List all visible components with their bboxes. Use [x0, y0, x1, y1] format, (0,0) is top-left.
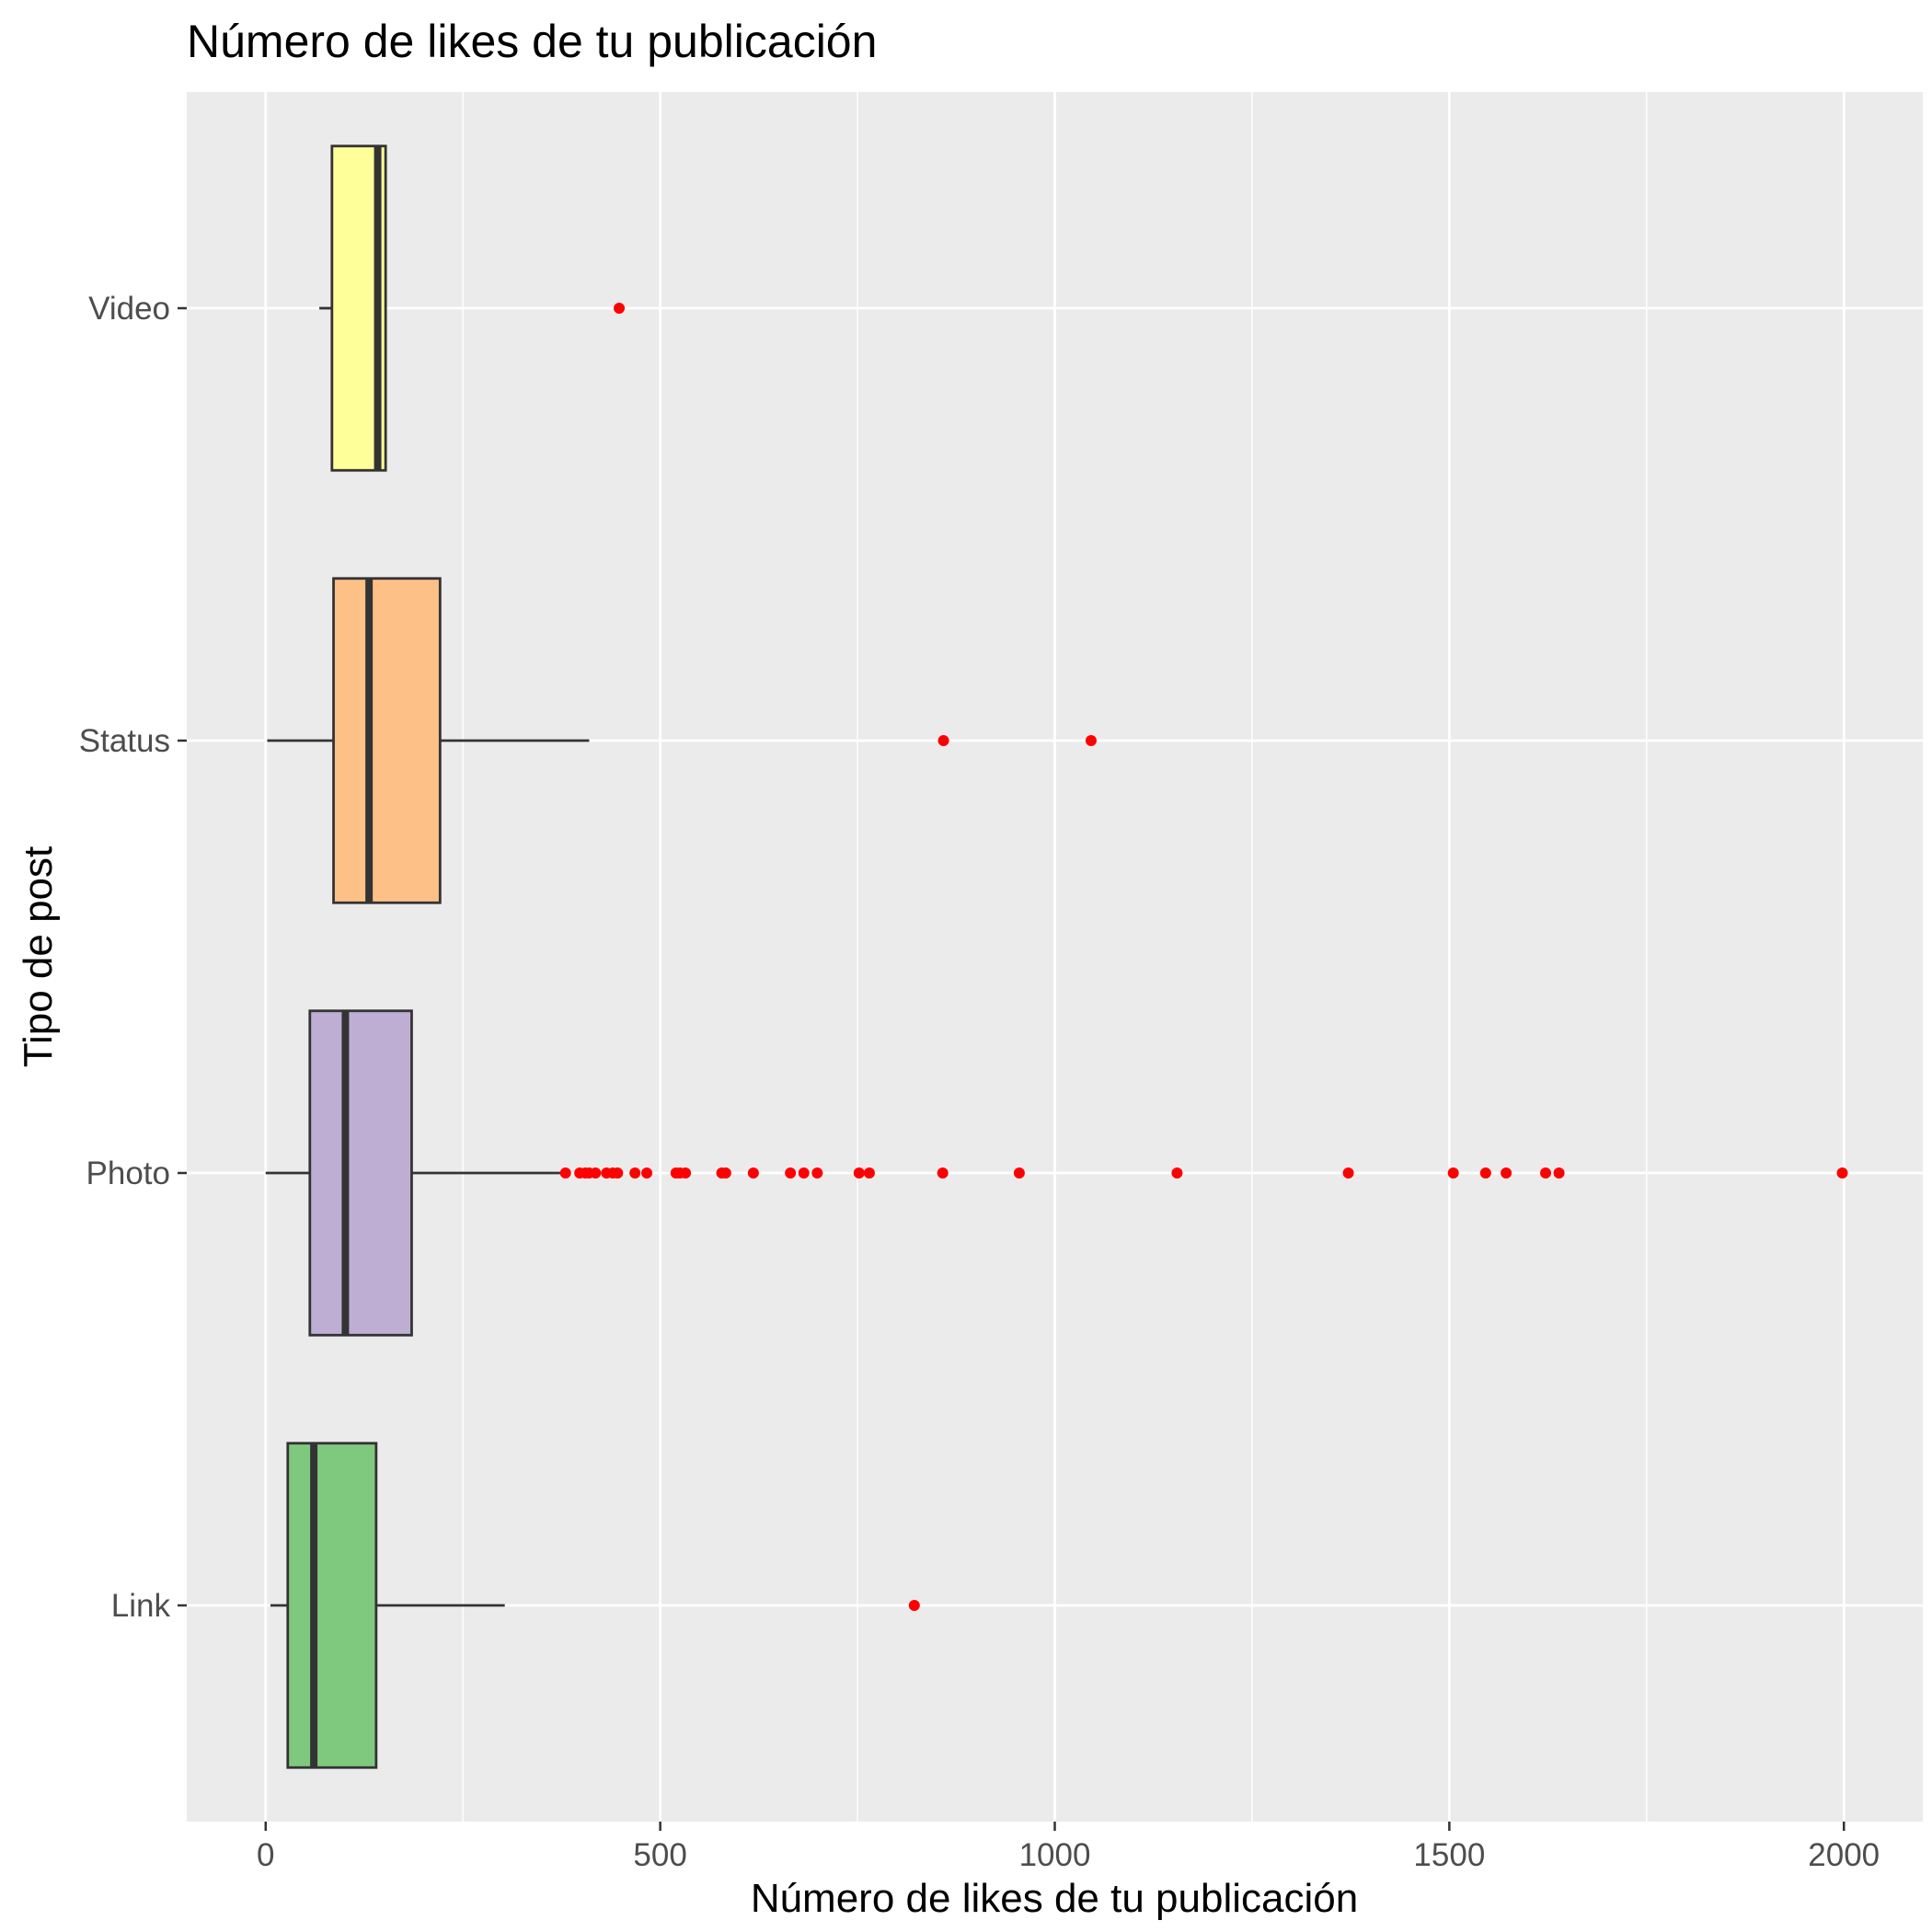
outlier-point — [1013, 1167, 1025, 1179]
x-tick-label: 2000 — [1808, 1837, 1880, 1873]
outlier-point — [719, 1167, 731, 1179]
chart-title: Número de likes de tu publicación — [187, 16, 877, 67]
box-status — [267, 577, 590, 904]
outlier-point — [629, 1167, 641, 1179]
outlier-point — [798, 1167, 810, 1179]
outlier-point — [612, 1167, 624, 1179]
outlier-point — [1501, 1167, 1512, 1179]
y-axis: Link Photo Status Video — [79, 291, 187, 1624]
outlier-point — [811, 1167, 823, 1179]
outlier-point — [1171, 1167, 1183, 1179]
outlier-point — [863, 1167, 875, 1179]
box-series — [265, 144, 590, 1769]
outlier-point — [1342, 1167, 1354, 1179]
outlier-point — [1479, 1167, 1491, 1179]
box-photo — [265, 1009, 562, 1337]
outlier-point — [853, 1167, 865, 1179]
outlier-point — [1447, 1167, 1459, 1179]
box-body — [286, 1442, 378, 1769]
outlier-point — [1553, 1167, 1565, 1179]
outlier-point — [1085, 735, 1097, 746]
x-tick-label: 0 — [257, 1837, 274, 1873]
outlier-point — [590, 1167, 602, 1179]
y-tick-label: Photo — [86, 1156, 170, 1191]
outlier-points — [559, 303, 1848, 1611]
y-tick-label: Video — [88, 291, 170, 327]
box-link — [270, 1442, 505, 1769]
outlier-point — [937, 1167, 949, 1179]
y-tick-label: Link — [111, 1588, 171, 1624]
outlier-point — [747, 1167, 759, 1179]
x-axis: 0 500 1000 1500 2000 — [257, 1822, 1880, 1873]
x-tick-label: 500 — [633, 1837, 686, 1873]
outlier-point — [908, 1600, 920, 1611]
box-video — [319, 144, 387, 472]
outlier-point — [641, 1167, 653, 1179]
x-axis-title: Número de likes de tu publicación — [751, 1876, 1358, 1921]
x-tick-label: 1500 — [1413, 1837, 1485, 1873]
y-axis-title: Tipo de post — [16, 846, 61, 1068]
box-body — [332, 577, 442, 904]
outlier-point — [1836, 1167, 1848, 1179]
outlier-point — [1540, 1167, 1552, 1179]
outlier-point — [785, 1167, 797, 1179]
box-body — [308, 1009, 413, 1337]
outlier-point — [680, 1167, 692, 1179]
outlier-point — [937, 735, 949, 746]
outlier-point — [614, 303, 626, 314]
minor-gridlines — [462, 92, 1648, 1822]
outlier-point — [559, 1167, 571, 1179]
y-tick-label: Status — [79, 723, 170, 759]
x-tick-label: 1000 — [1019, 1837, 1091, 1873]
